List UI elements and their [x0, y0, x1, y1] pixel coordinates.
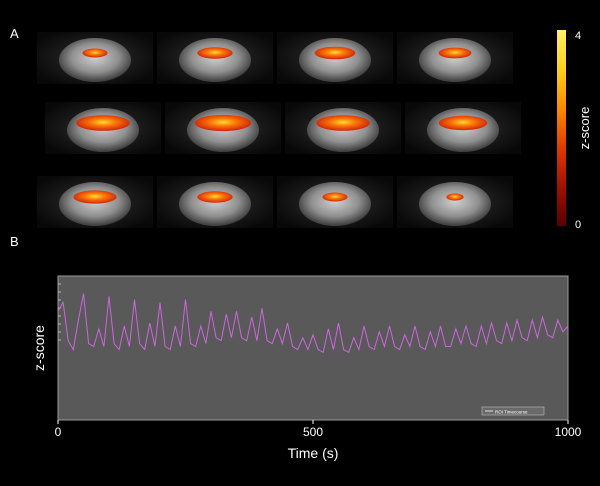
brain-tissue [419, 182, 491, 226]
brain-tissue [179, 182, 251, 226]
brain-slice [45, 102, 161, 154]
series-line-roi-timecourse [57, 293, 569, 354]
brain-slice [165, 102, 281, 154]
activation-blob [322, 192, 348, 202]
colorbar-max-label: 4 [575, 30, 581, 42]
activation-blob [197, 191, 233, 203]
colorbar: 4 0 z-score [557, 30, 592, 231]
brain-slice [37, 32, 153, 84]
brain-tissue [299, 182, 371, 226]
brain-slice [397, 32, 513, 84]
brain-tissue [59, 182, 131, 226]
activation-blob [316, 115, 370, 131]
legend: ROI Timecourse [481, 406, 545, 416]
activation-blob [76, 115, 130, 131]
brain-tissue [179, 38, 251, 82]
colorbar-scale [557, 30, 566, 226]
y-axis-ticks [58, 283, 61, 341]
brain-slice [37, 176, 153, 228]
brain-tissue [299, 38, 371, 82]
brain-slice [285, 102, 401, 154]
activation-blob [438, 115, 488, 131]
panel-a-label: A [10, 26, 19, 41]
brain-slice [277, 176, 393, 228]
panel-b: B ROI Timecourse 0 500 1000 Time (s) z-sco… [10, 234, 582, 461]
panel-a: A 4 0 z-score [10, 26, 592, 231]
activation-blob [197, 47, 233, 59]
x-tick-label: 500 [303, 425, 323, 439]
x-axis-label: Time (s) [288, 445, 339, 461]
brain-slice [157, 176, 273, 228]
colorbar-min-label: 0 [575, 219, 581, 231]
brain-slice [397, 176, 513, 228]
brain-slices-grid [37, 32, 521, 228]
brain-slice [277, 32, 393, 84]
activation-blob [314, 46, 356, 60]
legend-label: ROI Timecourse [495, 410, 528, 415]
colorbar-title: z-score [577, 107, 592, 150]
x-tick-label: 0 [55, 425, 62, 439]
activation-blob [194, 114, 252, 132]
legend-box [481, 406, 545, 416]
brain-slice [157, 32, 273, 84]
brain-slice [405, 102, 521, 154]
plot-area [57, 275, 569, 421]
brain-tissue [59, 38, 131, 82]
timecourse-chart: ROI Timecourse 0 500 1000 Time (s) z-score [31, 275, 582, 461]
brain-tissue [419, 38, 491, 82]
activation-blob [73, 190, 117, 204]
activation-blob [446, 193, 464, 201]
y-axis-label: z-score [31, 325, 47, 371]
activation-blob [438, 47, 472, 59]
x-tick-label: 1000 [555, 425, 582, 439]
panel-b-label: B [10, 234, 19, 249]
x-axis-ticks: 0 500 1000 [55, 420, 582, 439]
activation-blob [82, 48, 108, 58]
